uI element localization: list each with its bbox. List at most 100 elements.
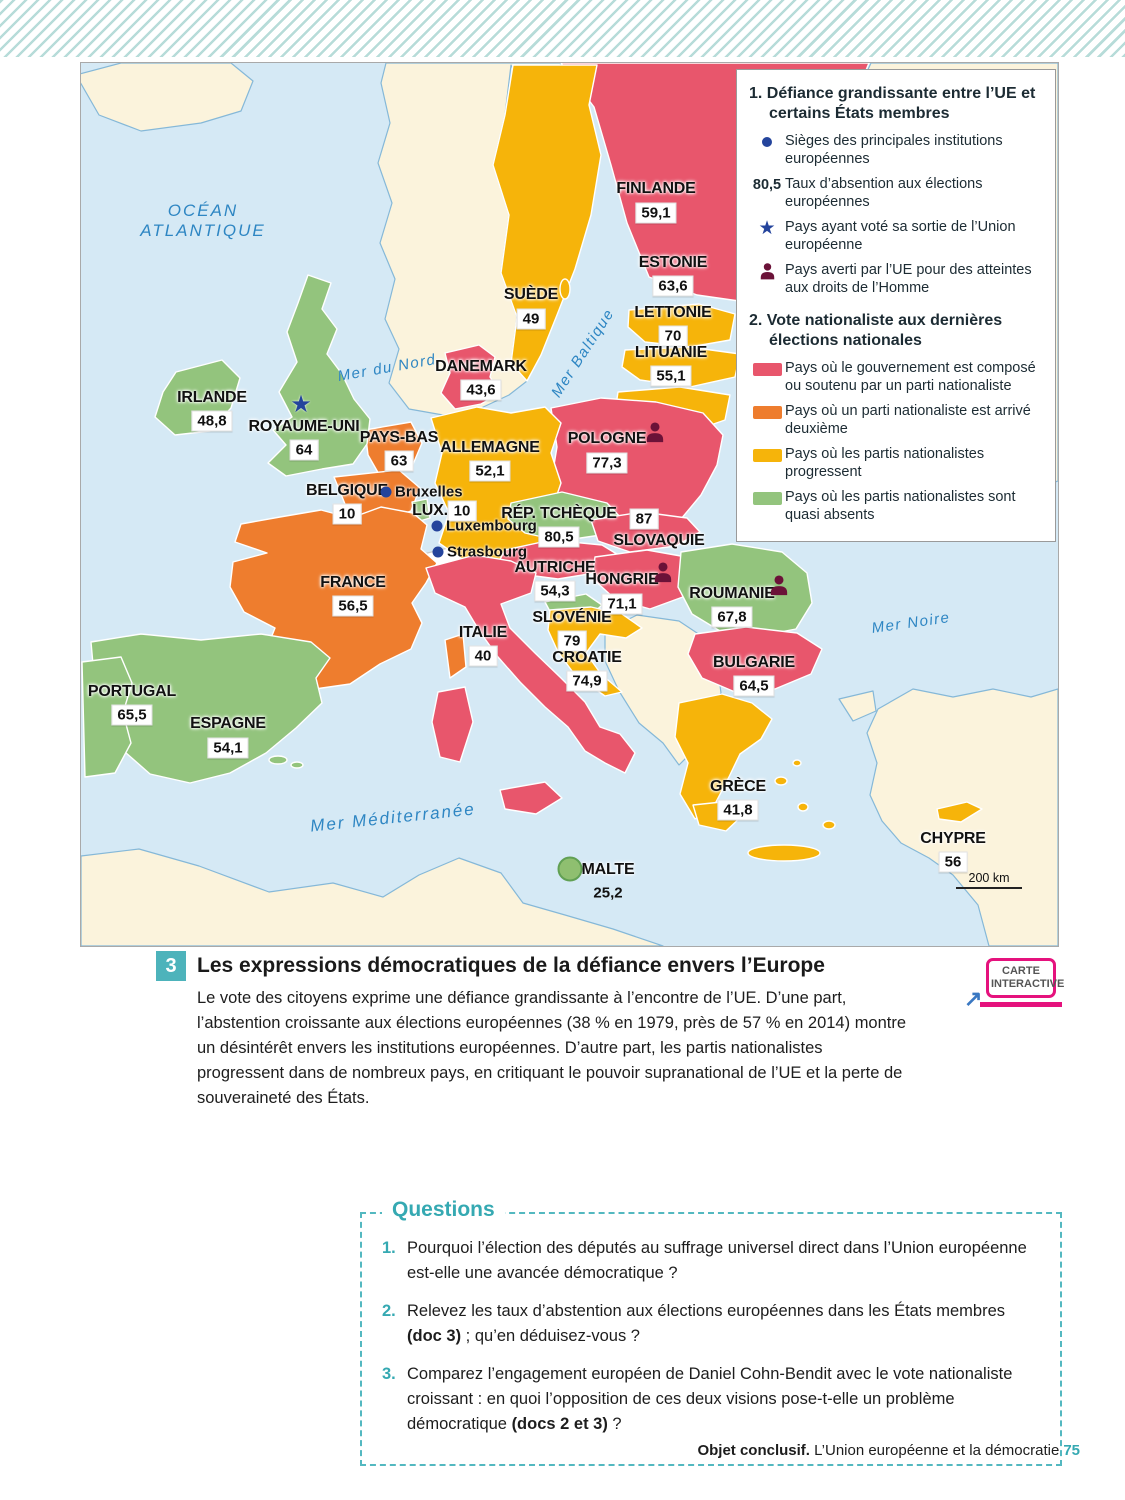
page-number: 75: [1063, 1442, 1080, 1459]
abstention-value-bulgarie: 64,5: [733, 675, 775, 697]
country-label-lettonie: LETTONIE: [634, 304, 712, 321]
interactive-map-badge[interactable]: ↗ CARTE INTERACTIVE: [964, 958, 1064, 1011]
legend-section2-title: 2. Vote nationaliste aux dernières élect…: [749, 312, 1003, 349]
country-label-finlande: FINLANDE: [616, 180, 696, 197]
country-label-allemagne: ALLEMAGNE: [440, 439, 540, 456]
country-label-royaume-uni: ROYAUME-UNI: [248, 418, 360, 435]
color-swatch-progress: [752, 449, 782, 462]
abstention-value-lituanie: 55,1: [650, 365, 692, 387]
brexit-star-icon: ★: [290, 391, 312, 418]
abstention-value-slovaquie: 87: [629, 508, 659, 530]
abstention-value-tcheque: 80,5: [538, 526, 580, 548]
country-label-belgique: BELGIQUE: [306, 482, 388, 499]
country-shape-croatie: [547, 606, 643, 697]
corsica-shape: [444, 633, 467, 679]
warned-person-icon-hongrie: [652, 561, 675, 589]
exit-star-icon: ★: [758, 218, 776, 239]
questions-title: Questions: [382, 1198, 505, 1222]
country-label-portugal: PORTUGAL: [87, 683, 177, 700]
country-shape-bulgarie: [687, 626, 823, 693]
legend-item-exit-star: ★ Pays ayant voté sa sortie de l’Union eu…: [758, 218, 1016, 253]
interactive-map-badge-label[interactable]: CARTE INTERACTIVE: [986, 958, 1064, 998]
legend-item-value-sample: 80,5 Taux d’absention aux élections europ…: [752, 176, 983, 210]
map-scale-line: [956, 887, 1022, 889]
map-scale-label: 200 km: [968, 871, 1010, 885]
city-label-luxembourg: Luxembourg: [446, 517, 537, 535]
map-labels-layer: OCÉAN ATLANTIQUE Mer du Nord Mer Baltique M…: [81, 63, 1058, 946]
abstention-value-malte: 25,2: [593, 884, 623, 902]
country-label-italie: ITALIE: [458, 624, 508, 641]
country-label-espagne: ESPAGNE: [190, 715, 266, 732]
institution-dot-bruxelles: [380, 486, 392, 498]
legend-item-institution-dot: Sièges des principales institutions euro…: [749, 132, 1043, 168]
color-swatch-gov: [752, 363, 782, 376]
aegean-island: [797, 802, 809, 812]
legend-section2-items: Pays où le gouvernement est composé ou s…: [749, 359, 1043, 524]
country-label-roumanie: ROUMANIE: [689, 585, 775, 602]
malta-dot-marker: [557, 856, 583, 882]
abstention-value-estonie: 63,6: [652, 275, 694, 297]
abstention-value-hongrie: 71,1: [601, 593, 643, 615]
warned-person-icon: [758, 263, 777, 285]
city-label-bruxelles: Bruxelles: [395, 483, 463, 501]
iceland-shape: [81, 63, 254, 132]
country-shape-portugal: [81, 656, 133, 778]
sardinia-shape: [431, 686, 474, 763]
country-label-estonie: ESTONIE: [638, 254, 708, 271]
sea-label: OCÉAN ATLANTIQUE: [140, 201, 266, 240]
cursor-arrow-icon: ↗: [964, 986, 983, 1011]
country-label-irlande: IRLANDE: [177, 389, 247, 406]
abstention-value-roumanie: 67,8: [711, 606, 753, 628]
warned-person-icon-pologne: [644, 421, 667, 449]
abstention-value-croatie: 74,9: [566, 670, 608, 692]
footer-chapter: Objet conclusif.: [697, 1442, 810, 1459]
thrace-shape: [838, 690, 877, 722]
page-footer: Objet conclusif. L’Union européenne et l…: [697, 1442, 1080, 1459]
abstention-value-pologne: 77,3: [586, 452, 628, 474]
balearic-island: [290, 761, 304, 769]
legend-item-absent: Pays où les partis nationalistes sont qu…: [749, 488, 1043, 524]
abstention-value-lux: 10: [447, 500, 477, 522]
country-shape-royaume-uni: [267, 274, 371, 477]
aegean-island: [822, 820, 836, 830]
pink-underline: [980, 1002, 1062, 1007]
crete-shape: [747, 844, 821, 862]
sea-label: Mer du Nord: [336, 350, 438, 386]
country-shape-suede: [492, 64, 602, 382]
country-label-grece: GRÈCE: [710, 778, 766, 795]
country-shape-grece: [674, 693, 773, 820]
aegean-island: [774, 776, 788, 786]
sea-label: Mer Baltique: [548, 305, 618, 401]
abstention-value-italie: 40: [468, 645, 498, 667]
city-label-strasbourg: Strasbourg: [447, 543, 528, 561]
document-number-badge: 3: [156, 951, 186, 981]
country-label-lituanie: LITUANIE: [634, 344, 708, 361]
legend-section1-title: 1. Défiance grandissante entre l’UE et c…: [749, 85, 1036, 122]
country-label-slovenie: SLOVÉNIE: [532, 609, 612, 626]
abstention-value-finlande: 59,1: [635, 202, 677, 224]
abstention-value-chypre: 56: [938, 851, 968, 873]
abstention-value-grece: 41,8: [717, 799, 759, 821]
color-swatch-second: [752, 406, 782, 419]
abstention-value-autriche: 54,3: [534, 580, 576, 602]
institution-dot-luxembourg: [431, 520, 443, 532]
country-label-pologne: POLOGNE: [567, 430, 647, 447]
country-label-france: FRANCE: [320, 574, 386, 591]
country-label-croatie: CROATIE: [552, 649, 622, 666]
aegean-island: [792, 759, 802, 767]
legend-item-warned-person: Pays averti par l’UE pour des atteintes …: [749, 261, 1043, 297]
country-label-lux: LUX.: [412, 502, 448, 519]
abstention-value-danemark: 43,6: [460, 379, 502, 401]
map-scale: 200 km: [956, 871, 1022, 889]
country-label-tcheque: RÉP. TCHÈQUE: [501, 505, 617, 522]
africa-shape: [81, 848, 664, 946]
legend-item-second: Pays où un parti nationaliste est arrivé…: [749, 402, 1043, 438]
country-label-suede: SUÈDE: [503, 286, 559, 303]
question-2: 2. Relevez les taux d’abstention aux élec…: [382, 1302, 1006, 1345]
country-label-autriche: AUTRICHE: [514, 559, 596, 576]
europe-map: OCÉAN ATLANTIQUE Mer du Nord Mer Baltique M…: [80, 62, 1059, 947]
country-label-slovaquie: SLOVAQUIE: [613, 532, 705, 549]
country-label-malte: MALTE: [581, 861, 635, 878]
sea-label: Mer Noire: [870, 609, 952, 637]
abstention-value-royaume-uni: 64: [289, 439, 319, 461]
